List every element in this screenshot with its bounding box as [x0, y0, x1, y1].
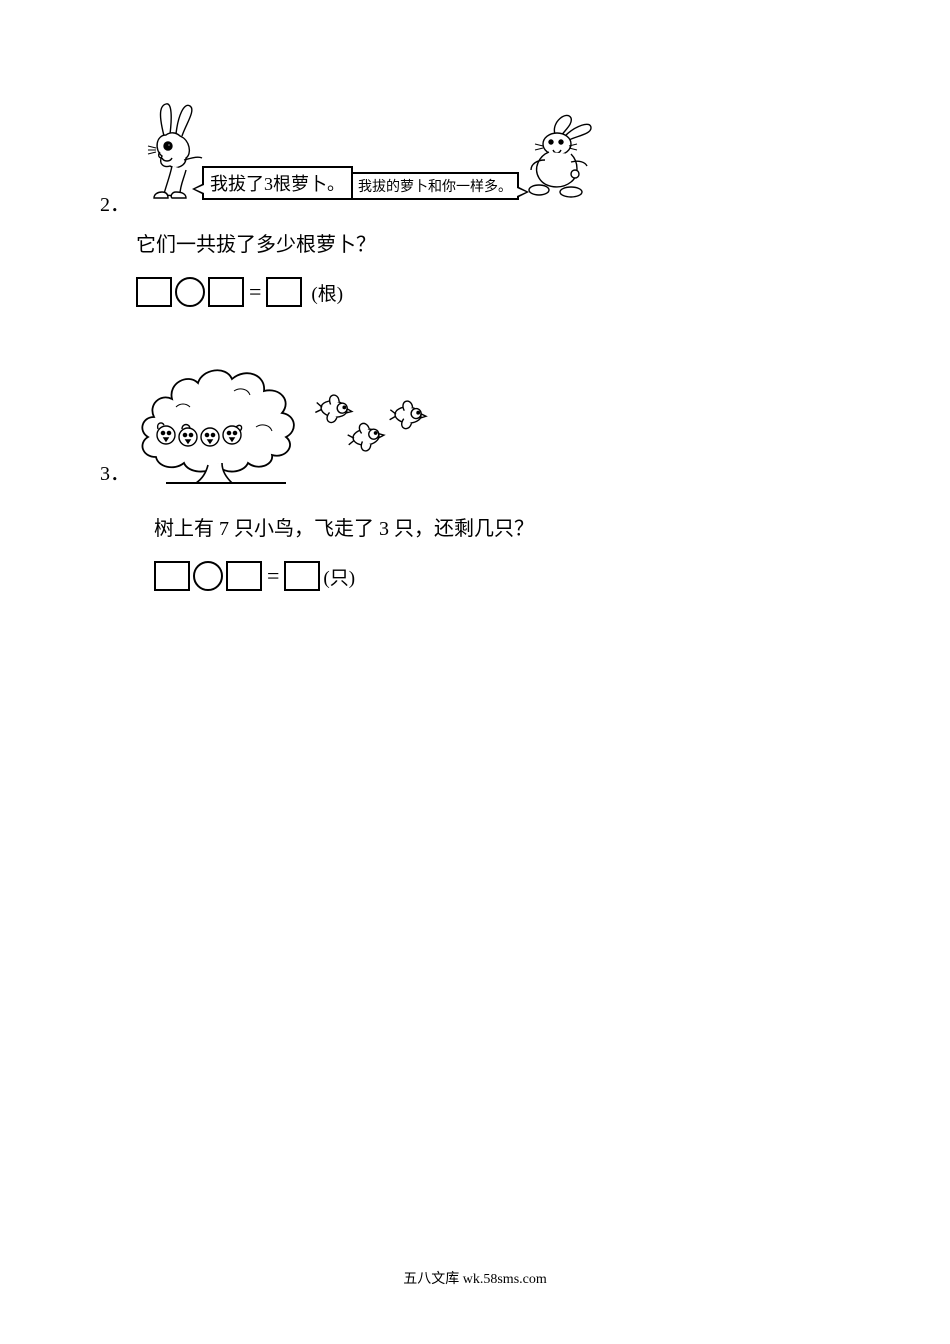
equation-blank-box[interactable] [136, 277, 172, 307]
equation-blank-box[interactable] [154, 561, 190, 591]
speech-bubble-1: 我拔了3根萝卜。 [202, 166, 353, 200]
bunny-right-icon [521, 112, 595, 200]
equation-result-box[interactable] [266, 277, 302, 307]
equation-operator-circle[interactable] [175, 277, 205, 307]
problem-3-illustration [136, 337, 850, 492]
problem-3-equation: = (只) [154, 561, 850, 591]
speech-2-text: 我拔的萝卜和你一样多。 [358, 180, 512, 195]
equals-sign: = [247, 279, 263, 305]
speech-1-text: 我拔了3根萝卜。 [210, 174, 345, 194]
problem-2-question: 它们一共拔了多少根萝卜？ [136, 228, 850, 257]
problem-2: 2． [100, 100, 850, 307]
equation-blank-box[interactable] [208, 277, 244, 307]
equation-result-box[interactable] [284, 561, 320, 591]
problem-number-3: 3． [100, 457, 130, 486]
problem-3: 3． [100, 337, 850, 591]
speech-bubble-2: 我拔的萝卜和你一样多。 [351, 172, 519, 200]
equation-unit: (只) [323, 563, 355, 590]
equation-operator-circle[interactable] [193, 561, 223, 591]
problem-2-illustration: 我拔了3根萝卜。 我拔的萝卜和你一样多。 [136, 100, 850, 200]
equation-unit: (根) [311, 279, 343, 306]
equals-sign: = [265, 563, 281, 589]
problem-number-2: 2． [100, 188, 130, 217]
problem-2-equation: = (根) [136, 277, 850, 307]
page-footer: 五八文库 wk.58sms.com [0, 1268, 950, 1288]
problem-3-question: 树上有 7 只小鸟，飞走了 3 只，还剩几只？ [154, 512, 850, 541]
equation-blank-box[interactable] [226, 561, 262, 591]
